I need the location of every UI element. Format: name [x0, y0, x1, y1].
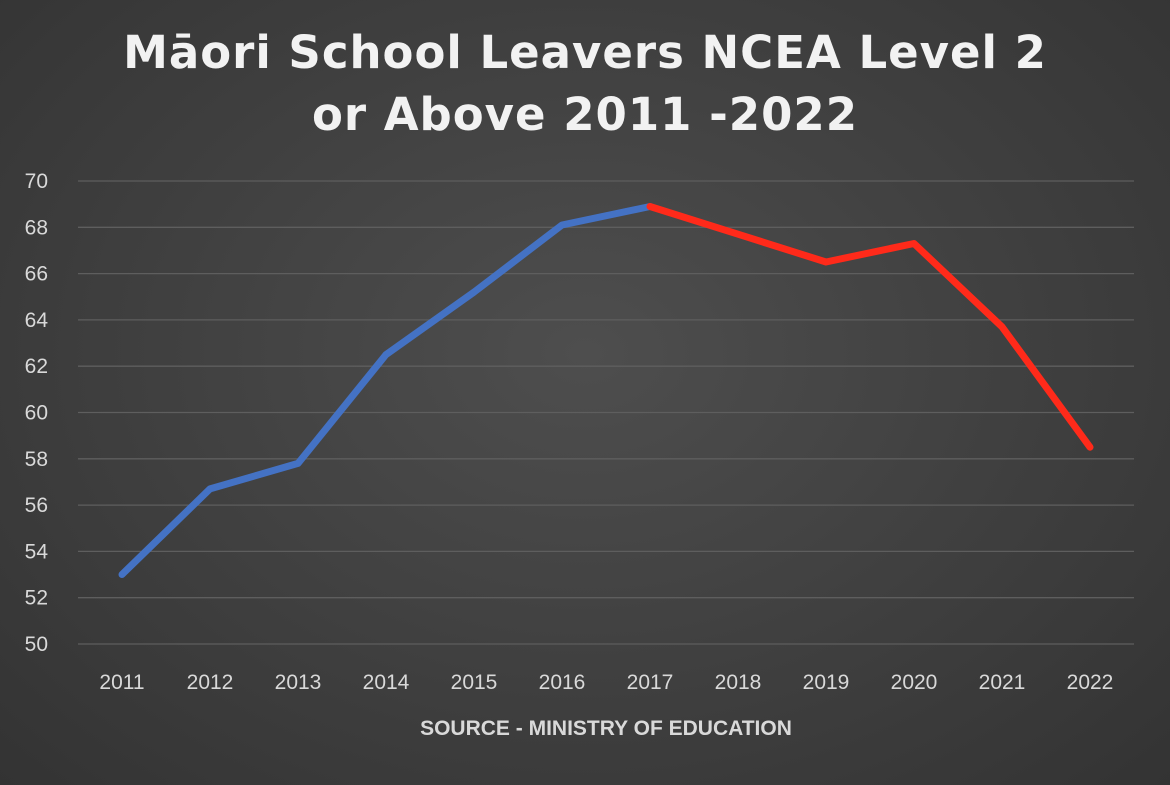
x-tick-label: 2016: [539, 671, 586, 694]
y-tick-label: 56: [25, 494, 48, 517]
x-tick-label: 2020: [891, 671, 938, 694]
chart-title-line-2: or Above 2011 -2022: [311, 88, 859, 141]
y-axis-ticks: 50 52 54 56 58 60 62 64 66 68 70: [25, 170, 49, 656]
x-tick-label: 2013: [275, 671, 322, 694]
y-tick-label: 52: [25, 587, 48, 610]
y-tick-label: 54: [25, 540, 49, 563]
x-tick-label: 2018: [715, 671, 762, 694]
series-line-2: [646, 203, 1094, 451]
series-lines: [118, 203, 1094, 578]
y-tick-label: 62: [25, 355, 48, 378]
x-tick-label: 2012: [187, 671, 234, 694]
x-axis-label: SOURCE - MINISTRY OF EDUCATION: [420, 717, 792, 740]
y-tick-label: 68: [25, 216, 48, 239]
x-tick-label: 2019: [803, 671, 850, 694]
chart-title: Māori School Leavers NCEA Level 2 or Abo…: [0, 22, 1170, 146]
y-tick-label: 58: [25, 448, 48, 471]
y-tick-label: 64: [25, 309, 49, 332]
series-line-1: [118, 203, 654, 578]
x-tick-label: 2015: [451, 671, 498, 694]
y-tick-label: 60: [25, 402, 48, 425]
y-tick-label: 50: [25, 633, 48, 656]
y-tick-label: 70: [25, 170, 48, 193]
x-tick-label: 2021: [979, 671, 1026, 694]
x-tick-label: 2014: [363, 671, 410, 694]
x-tick-label: 2017: [627, 671, 674, 694]
x-tick-label: 2022: [1067, 671, 1114, 694]
x-tick-label: 2011: [99, 671, 144, 694]
chart-title-line-1: Māori School Leavers NCEA Level 2: [123, 26, 1047, 79]
x-axis-ticks: 2011 2012 2013 2014 2015 2016 2017 2018 2019 2020…: [99, 671, 1113, 694]
y-tick-label: 66: [25, 263, 48, 286]
gridlines: [78, 180, 1134, 645]
